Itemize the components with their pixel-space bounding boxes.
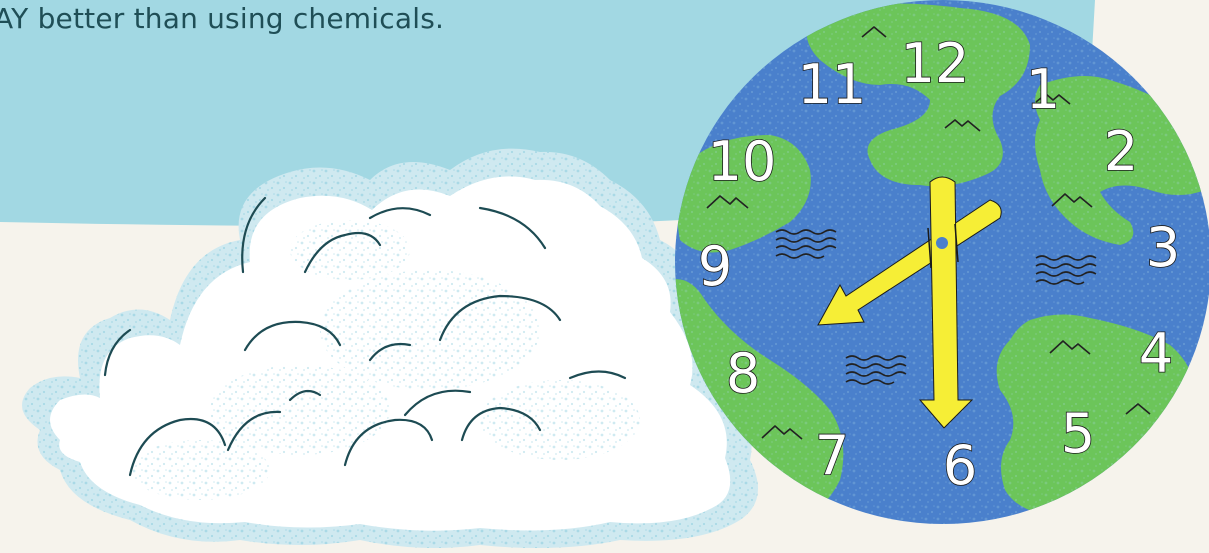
mountain-icon	[1051, 193, 1093, 208]
numeral-9: 9	[698, 235, 732, 298]
minute-hand	[918, 176, 974, 429]
waves-icon	[845, 355, 907, 385]
numeral-1: 1	[1026, 58, 1060, 121]
numeral-2: 2	[1104, 120, 1138, 183]
numeral-3: 3	[1146, 216, 1180, 279]
numeral-6: 6	[943, 434, 977, 497]
mountain-icon	[1035, 93, 1071, 105]
numeral-12: 12	[901, 32, 970, 95]
mountain-icon	[944, 119, 981, 132]
mountain-icon	[706, 195, 749, 209]
clock-numerals: 12 1 2 3 4 5 6 7 8 9 10 11	[697, 31, 1181, 498]
waves-icon	[775, 229, 837, 259]
clock-pivot	[936, 237, 948, 249]
cloud-illustration	[22, 148, 758, 549]
numeral-7: 7	[815, 424, 849, 487]
numeral-5: 5	[1061, 402, 1095, 465]
numeral-4: 4	[1139, 322, 1173, 385]
numeral-10: 10	[708, 130, 777, 193]
mountain-icon	[1125, 403, 1151, 415]
numeral-11: 11	[798, 53, 867, 116]
headline-text: AY better than using chemicals.	[0, 2, 445, 35]
numeral-8: 8	[726, 342, 760, 405]
mountain-icon	[861, 26, 887, 38]
mountain-icon	[1049, 340, 1091, 355]
mountain-icon	[761, 425, 803, 440]
clock-hands	[817, 176, 1002, 429]
waves-icon	[1035, 255, 1097, 285]
